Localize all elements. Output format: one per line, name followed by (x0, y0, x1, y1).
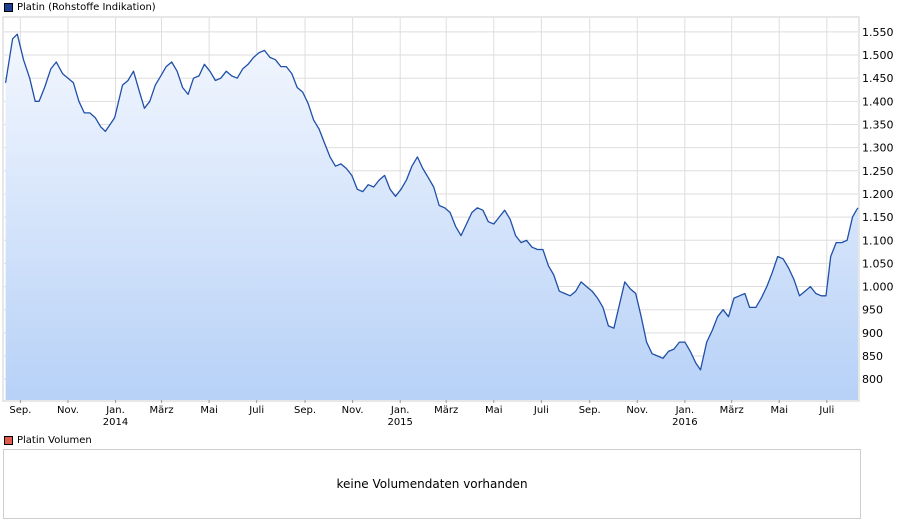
y-tick-label: 850 (862, 350, 883, 363)
y-tick-label: 1.200 (862, 188, 894, 201)
x-tick-label: März (720, 405, 744, 416)
volume-legend: Platin Volumen (4, 433, 92, 447)
price-area-fill (5, 34, 859, 400)
x-tick-label: Sep. (9, 405, 31, 416)
price-chart: 800 850 900 950 1.000 1.050 1.100 1.150 1.200 1.2… (2, 16, 894, 428)
y-tick-label: 1.450 (862, 72, 894, 85)
x-tick-label: März (434, 405, 458, 416)
y-tick-label: 1.500 (862, 49, 894, 62)
y-tick-label: 1.550 (862, 26, 894, 39)
x-tick-label: Mai (485, 405, 503, 416)
x-tick-label: Jan. (105, 405, 125, 416)
y-tick-label: 1.150 (862, 211, 894, 224)
x-year-label: 2014 (103, 417, 128, 428)
x-tick-label: Jan. (675, 405, 695, 416)
y-tick-label: 1.100 (862, 234, 894, 247)
x-tick-label: Juli (248, 405, 264, 416)
x-tick-label: Sep. (579, 405, 601, 416)
volume-empty-message: keine Volumendaten vorhanden (336, 477, 528, 491)
y-tick-label: 1.400 (862, 95, 894, 108)
x-year-label: 2015 (387, 417, 412, 428)
x-tick-label: Mai (770, 405, 788, 416)
y-tick-label: 1.000 (862, 281, 894, 294)
price-series-line (4, 33, 859, 371)
x-tick-label: Mai (200, 405, 218, 416)
y-tick-label: 800 (862, 373, 883, 386)
x-tick-label: Nov. (342, 405, 364, 416)
x-tick-label: Juli (533, 405, 549, 416)
volume-legend-swatch (4, 435, 13, 445)
x-tick-label: Juli (818, 405, 834, 416)
y-tick-label: 1.250 (862, 165, 894, 178)
x-tick-label: Nov. (57, 405, 79, 416)
y-tick-label: 1.350 (862, 118, 894, 131)
y-tick-label: 1.300 (862, 142, 894, 155)
y-axis: 800 850 900 950 1.000 1.050 1.100 1.150 1.200 1.2… (862, 26, 894, 386)
price-legend: Platin (Rohstoffe Indikation) (4, 0, 156, 14)
y-tick-label: 1.050 (862, 257, 894, 270)
x-tick-label: März (149, 405, 173, 416)
volume-legend-label: Platin Volumen (17, 434, 92, 446)
volume-panel: keine Volumendaten vorhanden (3, 449, 861, 519)
x-tick-label: Nov. (626, 405, 648, 416)
y-tick-label: 950 (862, 304, 883, 317)
x-tick-label: Jan. (390, 405, 410, 416)
y-tick-label: 900 (862, 327, 883, 340)
price-legend-label: Platin (Rohstoffe Indikation) (17, 1, 156, 13)
x-year-label: 2016 (672, 417, 697, 428)
price-legend-swatch (4, 2, 13, 12)
x-tick-label: Sep. (294, 405, 316, 416)
